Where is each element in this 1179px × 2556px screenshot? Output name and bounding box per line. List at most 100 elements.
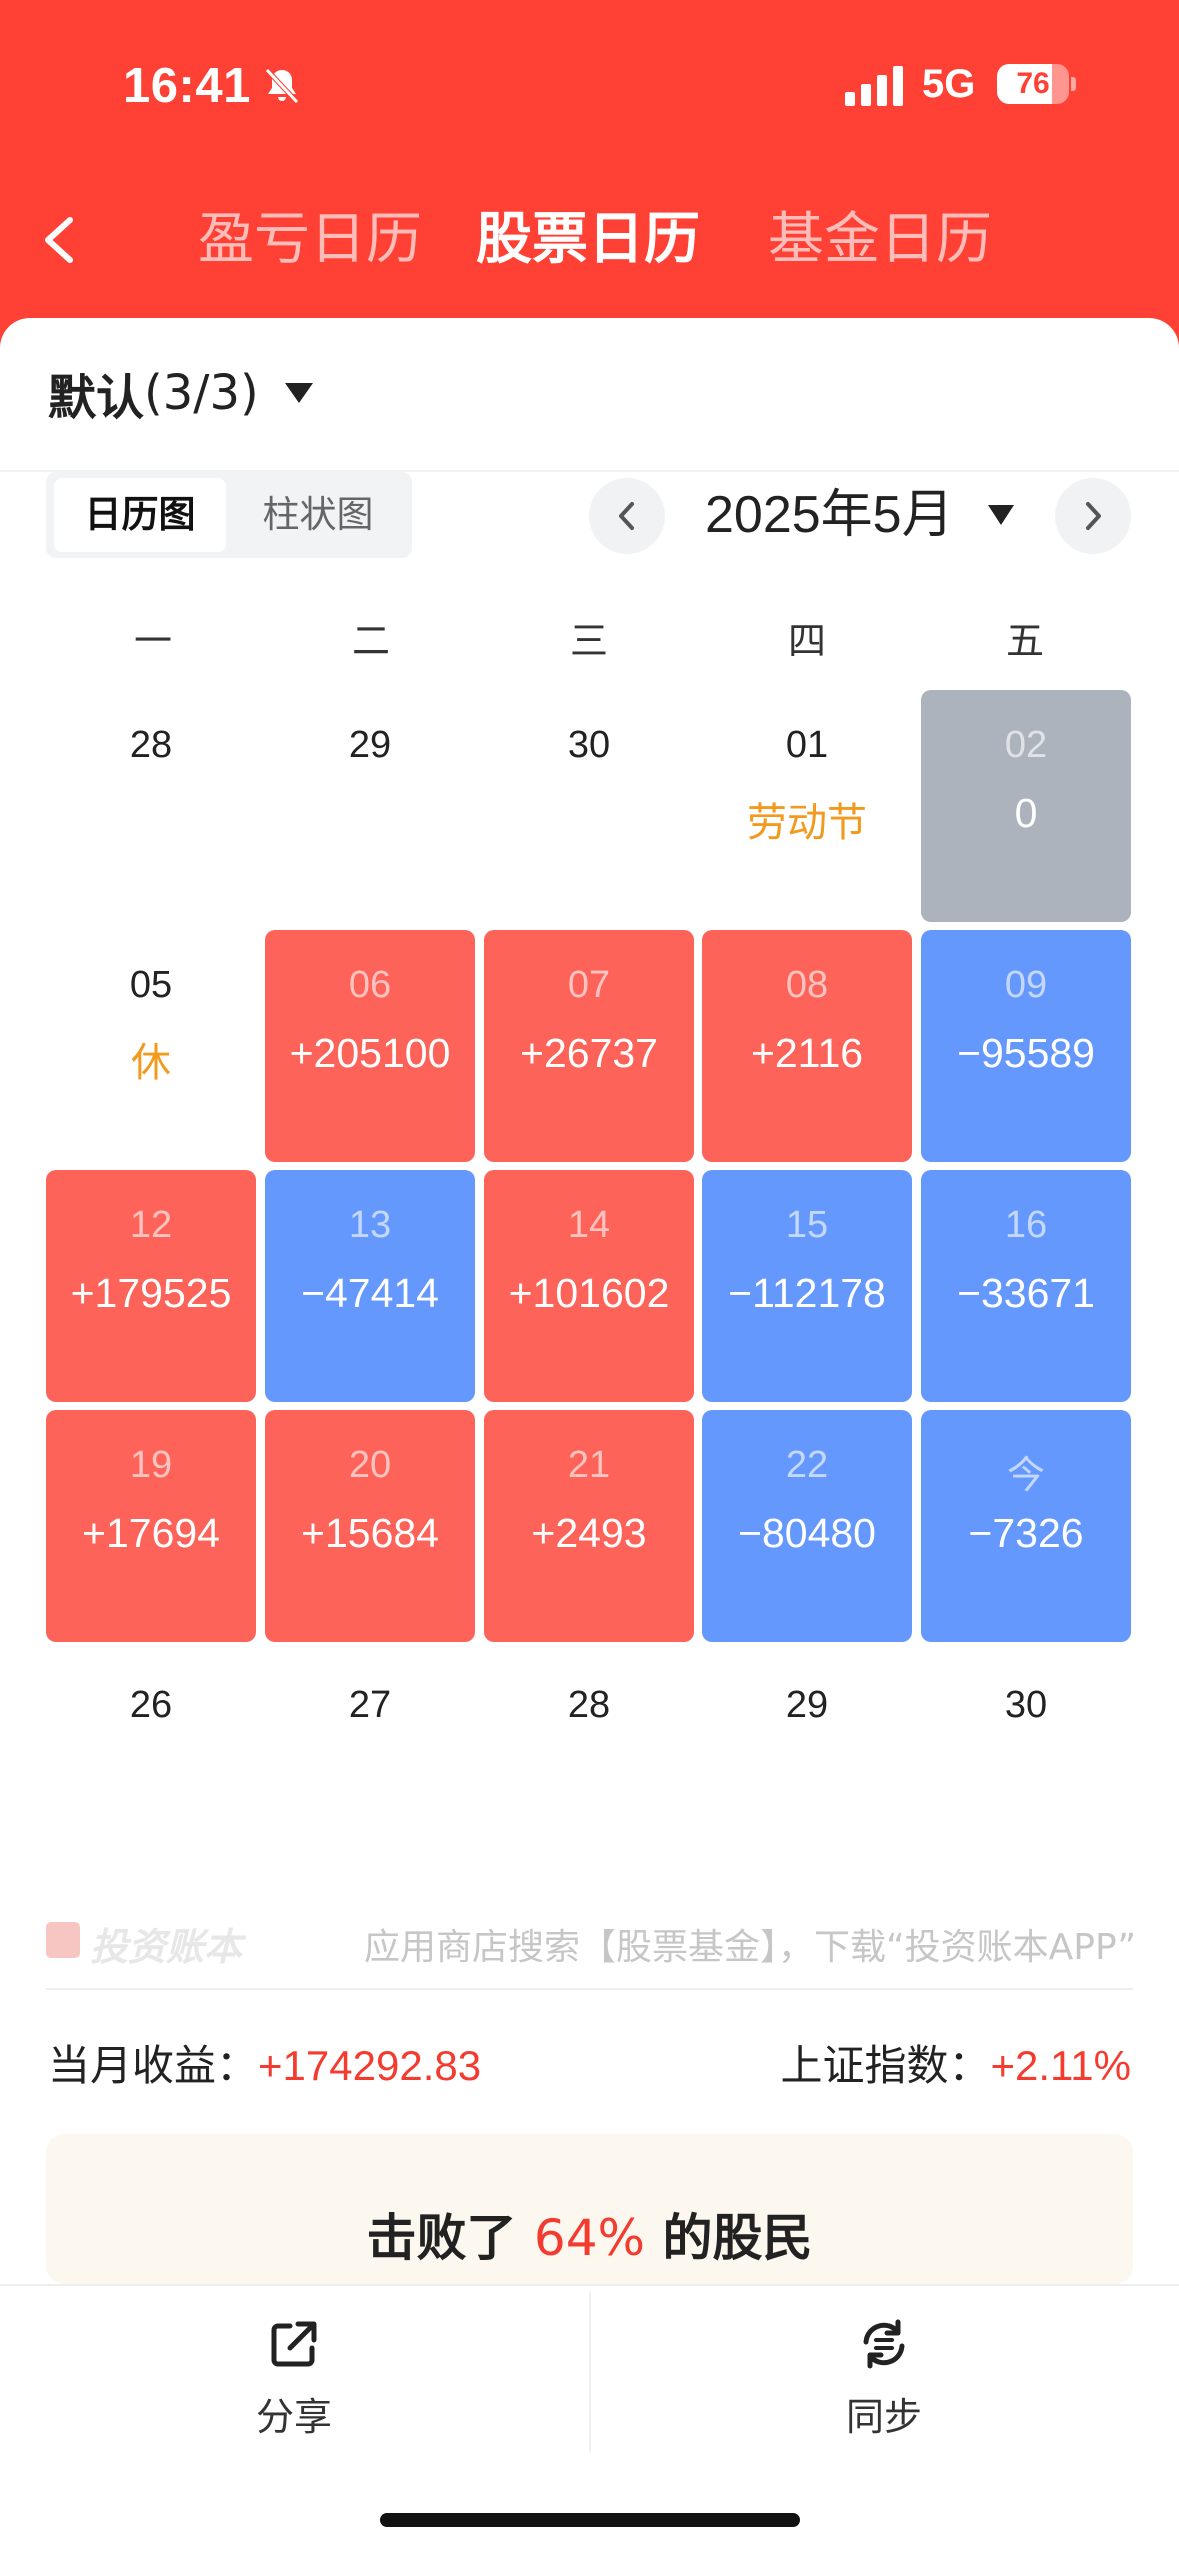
calendar-day-cell[interactable]: 16 −33671 — [921, 1170, 1131, 1402]
day-number: 15 — [785, 1204, 829, 1246]
calendar-day-cell[interactable]: 30 — [921, 1650, 1131, 1882]
sse-index-value: +2.11% — [990, 2042, 1132, 2089]
sync-label: 同步 — [845, 2395, 922, 2439]
day-number: 29 — [785, 1684, 829, 1726]
calendar-day-cell[interactable]: 29 — [702, 1650, 912, 1882]
day-number: 20 — [348, 1444, 392, 1486]
calendar-day-cell[interactable]: 20 +15684 — [265, 1410, 475, 1642]
day-number: 12 — [129, 1204, 173, 1246]
tab-profit-calendar[interactable]: 盈亏日历 — [198, 207, 422, 272]
day-profit-value: +179525 — [70, 1270, 232, 1316]
day-profit-value: −7326 — [968, 1510, 1084, 1556]
ranking-percent: 64% — [533, 2209, 646, 2267]
day-number: 27 — [348, 1684, 392, 1726]
view-toggle: 日历图 柱状图 — [46, 472, 412, 558]
day-number: 08 — [785, 964, 829, 1006]
calendar-day-cell[interactable]: 05 休 — [46, 930, 256, 1162]
ranking-suffix: 的股民 — [645, 2209, 813, 2267]
calendar-day-cell[interactable]: 28 — [484, 1650, 694, 1882]
calendar-day-cell[interactable]: 08 +2116 — [702, 930, 912, 1162]
calendar-day-cell[interactable]: 22 −80480 — [702, 1410, 912, 1642]
day-number: 05 — [129, 964, 173, 1006]
tab-fund-calendar[interactable]: 基金日历 — [768, 207, 992, 272]
calendar-day-cell[interactable]: 13 −47414 — [265, 1170, 475, 1402]
day-number: 22 — [785, 1444, 829, 1486]
day-profit-value: −80480 — [738, 1510, 876, 1556]
day-profit-value: +2116 — [750, 1030, 864, 1076]
share-icon — [271, 2321, 317, 2367]
battery-level: 76 — [1016, 67, 1050, 100]
calendar-day-cell[interactable]: 02 0 — [921, 690, 1131, 922]
calendar-day-cell[interactable]: 14 +101602 — [484, 1170, 694, 1402]
tab-stock-calendar[interactable]: 股票日历 — [476, 207, 700, 272]
calendar-day-cell[interactable]: 09 −95589 — [921, 930, 1131, 1162]
monthly-profit-label: 当月收益： — [48, 2041, 259, 2090]
weekday-fri: 五 — [1005, 619, 1044, 663]
weekday-tue: 二 — [351, 619, 390, 663]
day-number: 21 — [567, 1444, 611, 1486]
day-number: 28 — [129, 724, 173, 766]
battery-icon: 76 — [997, 64, 1076, 104]
calendar-day-cell[interactable]: 01 劳动节 — [702, 690, 912, 922]
day-number: 今 — [1006, 1455, 1045, 1497]
divider — [46, 1988, 1133, 1990]
calendar-day-cell[interactable]: 19 +17694 — [46, 1410, 256, 1642]
day-number: 09 — [1004, 964, 1048, 1006]
calendar-day-cell[interactable]: 26 — [46, 1650, 256, 1882]
day-profit-value: +205100 — [289, 1030, 451, 1076]
day-profit-value: −112178 — [728, 1270, 886, 1316]
day-number: 01 — [785, 724, 829, 766]
day-profit-value: −33671 — [957, 1270, 1095, 1316]
chevron-right-icon — [1086, 502, 1101, 530]
day-number: 07 — [567, 964, 611, 1006]
day-number: 14 — [567, 1204, 611, 1246]
calendar-day-cell[interactable]: 21 +2493 — [484, 1410, 694, 1642]
monthly-profit-value: +174292.83 — [258, 2042, 482, 2089]
calendar-day-cell[interactable]: 07 +26737 — [484, 930, 694, 1162]
prev-month-button[interactable] — [589, 478, 665, 554]
network-type: 5G — [922, 62, 976, 106]
calendar-day-cell[interactable]: 30 — [484, 690, 694, 922]
next-month-button[interactable] — [1055, 478, 1131, 554]
sync-button[interactable]: 同步 — [784, 2316, 984, 2446]
bottom-action-bar: 分享 同步 — [0, 2284, 1179, 2556]
day-profit-value: +101602 — [508, 1270, 670, 1316]
day-number: 13 — [348, 1204, 392, 1246]
cellular-signal-icon — [845, 66, 903, 106]
back-chevron-icon[interactable] — [30, 200, 90, 280]
calendar-day-cell[interactable]: 今 −7326 — [921, 1410, 1131, 1642]
toggle-calendar-view[interactable]: 日历图 — [54, 478, 226, 552]
calendar-day-cell[interactable]: 28 — [46, 690, 256, 922]
calendar-day-cell[interactable]: 06 +205100 — [265, 930, 475, 1162]
day-profit-value: +2493 — [531, 1510, 647, 1556]
monthly-profit: 当月收益：+174292.83 — [48, 2032, 481, 2093]
day-profit-value: 0 — [1014, 790, 1038, 836]
bell-muted-icon — [265, 68, 299, 104]
status-time: 16:41 — [123, 59, 251, 113]
group-selector[interactable]: 默认 (3/3) — [48, 360, 313, 426]
day-number: 06 — [348, 964, 392, 1006]
ranking-card: 击败了 64% 的股民 — [46, 2134, 1133, 2284]
day-number: 28 — [567, 1684, 611, 1726]
brand-name: 投资账本 — [90, 1925, 243, 1969]
calendar-type-tabs: 盈亏日历 股票日历 基金日历 — [0, 200, 1179, 280]
day-profit-value: −47414 — [301, 1270, 439, 1316]
day-number: 19 — [129, 1444, 173, 1486]
calendar-day-cell[interactable]: 29 — [265, 690, 475, 922]
brand-slogan: 应用商店搜索【股票基金】，下载“投资账本APP” — [363, 1927, 1136, 1968]
calendar-day-cell[interactable]: 15 −112178 — [702, 1170, 912, 1402]
weekday-wed: 三 — [569, 619, 608, 663]
share-button[interactable]: 分享 — [194, 2316, 394, 2446]
app-logo-icon — [46, 1922, 80, 1958]
calendar-day-cell[interactable]: 12 +179525 — [46, 1170, 256, 1402]
group-name: 默认 — [48, 370, 145, 426]
app-header: 16:41 5G 76 盈亏日历 股票日历 基金日历 — [0, 0, 1179, 360]
sse-index: 上证指数：+2.11% — [780, 2032, 1131, 2093]
day-profit-value: −95589 — [957, 1030, 1095, 1076]
day-number: 30 — [1004, 1684, 1048, 1726]
month-picker[interactable]: 2025年5月 — [705, 486, 954, 544]
toggle-bar-view[interactable]: 柱状图 — [262, 493, 374, 536]
day-profit-value: +26737 — [520, 1030, 658, 1076]
calendar-day-cell[interactable]: 27 — [265, 1650, 475, 1882]
brand-banner: 投资账本 应用商店搜索【股票基金】，下载“投资账本APP” — [46, 1912, 1136, 1972]
